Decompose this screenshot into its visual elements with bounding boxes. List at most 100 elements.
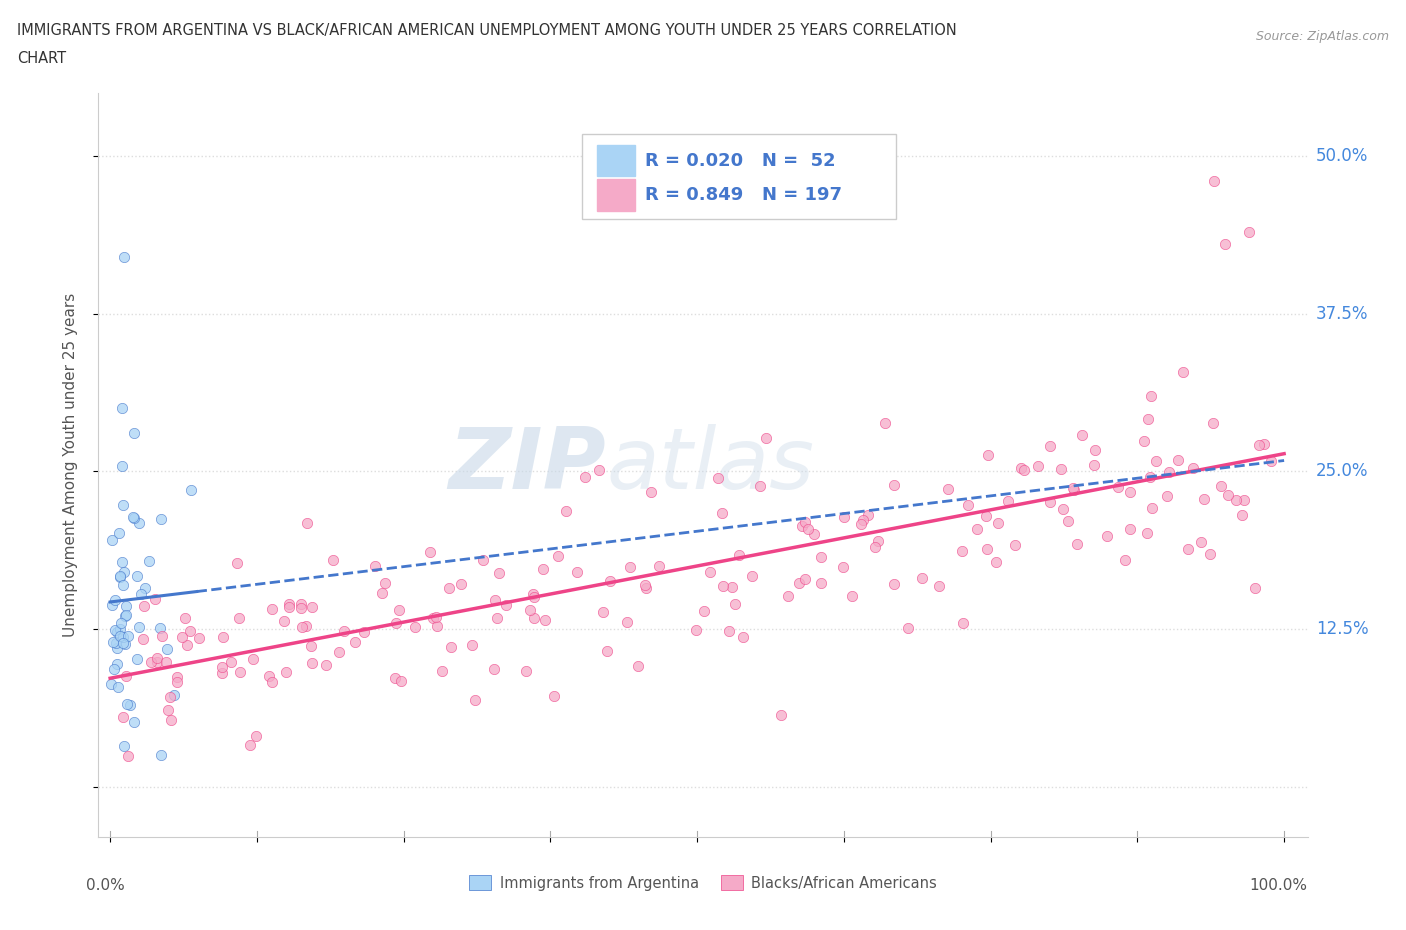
Point	[793, 572, 815, 587]
Point	[693, 603, 716, 618]
Text: atlas: atlas	[606, 423, 814, 507]
Point	[1052, 502, 1074, 517]
Point	[121, 509, 143, 524]
Point	[464, 693, 486, 708]
Point	[450, 577, 472, 591]
Point	[112, 565, 135, 579]
Point	[984, 554, 1007, 569]
Point	[769, 708, 792, 723]
Point	[315, 658, 337, 672]
Point	[180, 483, 202, 498]
Point	[841, 589, 863, 604]
Point	[111, 636, 134, 651]
Point	[100, 533, 122, 548]
Point	[155, 655, 177, 670]
Point	[100, 677, 122, 692]
Point	[749, 479, 772, 494]
Point	[523, 611, 546, 626]
Point	[1233, 493, 1256, 508]
Text: 0.0%: 0.0%	[86, 878, 125, 893]
Point	[277, 600, 299, 615]
Point	[159, 690, 181, 705]
Point	[648, 559, 671, 574]
Point	[115, 697, 138, 711]
Point	[1136, 525, 1159, 540]
Point	[1144, 454, 1167, 469]
Point	[143, 591, 166, 606]
Point	[710, 505, 733, 520]
Point	[291, 619, 314, 634]
Point	[385, 616, 408, 631]
Point	[873, 416, 896, 431]
Point	[239, 737, 262, 752]
Point	[353, 624, 375, 639]
Point	[112, 738, 135, 753]
Point	[138, 553, 160, 568]
Point	[531, 562, 554, 577]
Point	[1095, 528, 1118, 543]
Point	[863, 539, 886, 554]
Text: Source: ZipAtlas.com: Source: ZipAtlas.com	[1256, 30, 1389, 43]
Point	[741, 568, 763, 583]
Point	[1181, 461, 1204, 476]
Point	[430, 663, 453, 678]
Point	[371, 586, 394, 601]
Point	[1230, 507, 1253, 522]
Point	[488, 565, 510, 580]
Point	[107, 679, 129, 694]
Point	[616, 615, 638, 630]
Point	[301, 656, 323, 671]
Point	[1056, 513, 1078, 528]
Point	[987, 516, 1010, 531]
Point	[1177, 541, 1199, 556]
Point	[849, 516, 872, 531]
Point	[111, 401, 134, 416]
Point	[1215, 237, 1237, 252]
Point	[461, 637, 484, 652]
Point	[856, 507, 879, 522]
Point	[108, 569, 131, 584]
Point	[1140, 501, 1163, 516]
Point	[440, 639, 463, 654]
Point	[1010, 460, 1032, 475]
Point	[1066, 537, 1088, 551]
Point	[104, 636, 127, 651]
Point	[484, 592, 506, 607]
Point	[1225, 492, 1247, 507]
Point	[129, 587, 152, 602]
Point	[118, 698, 141, 713]
Point	[104, 622, 127, 637]
Point	[1118, 521, 1140, 536]
Point	[640, 485, 662, 499]
Point	[543, 688, 565, 703]
Point	[515, 663, 537, 678]
Point	[111, 555, 134, 570]
Point	[149, 748, 172, 763]
Point	[111, 498, 134, 512]
Point	[114, 637, 136, 652]
Point	[245, 729, 267, 744]
Point	[534, 613, 557, 628]
Point	[103, 662, 125, 677]
Point	[1039, 494, 1062, 509]
Point	[374, 575, 396, 590]
Point	[110, 622, 132, 637]
Point	[707, 471, 730, 485]
Point	[149, 620, 172, 635]
Point	[101, 635, 124, 650]
Point	[277, 596, 299, 611]
Point	[1171, 365, 1194, 379]
Point	[711, 578, 734, 593]
Point	[1140, 388, 1163, 403]
Point	[290, 601, 312, 616]
Point	[928, 578, 950, 593]
Point	[1237, 224, 1260, 239]
Point	[1249, 438, 1271, 453]
Point	[1202, 416, 1225, 431]
Point	[273, 614, 295, 629]
Point	[519, 603, 541, 618]
Point	[1202, 174, 1225, 189]
Point	[565, 565, 588, 579]
Point	[588, 462, 610, 477]
Point	[1026, 459, 1049, 474]
